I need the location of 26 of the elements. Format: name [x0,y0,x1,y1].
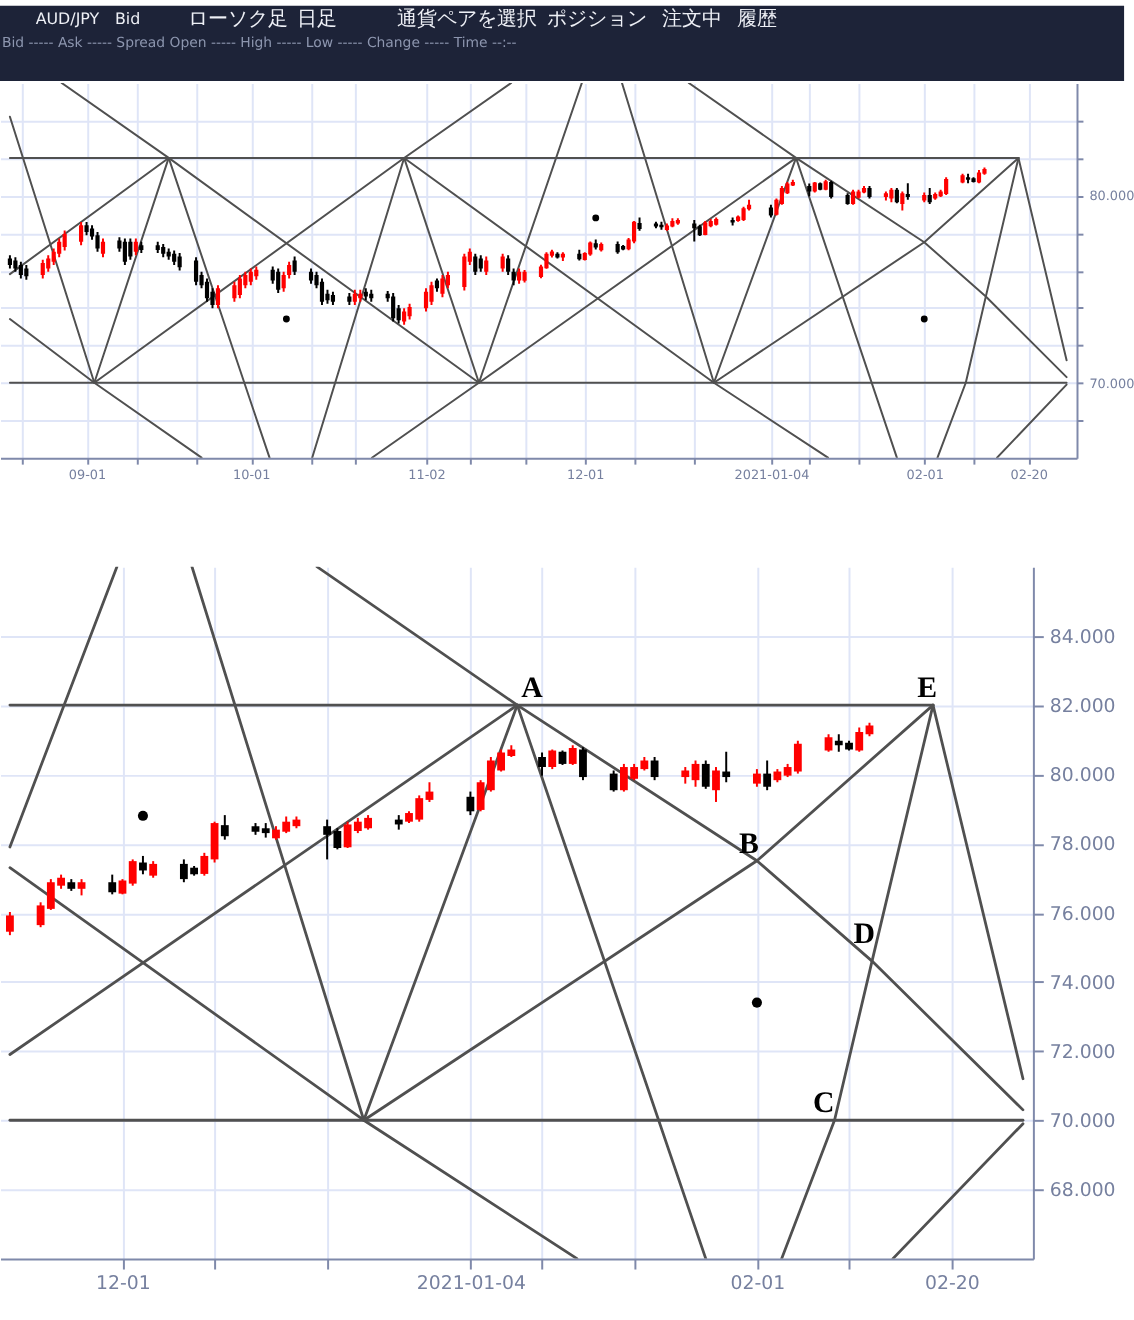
annotation: B [739,828,760,861]
text: 日足 [297,9,338,32]
x-tick-label: 02-20 [925,1273,980,1296]
x-tick-label: 02-01 [730,1273,786,1296]
annotation: E [917,673,938,706]
annotation: A [521,673,544,706]
text: 通貨ペアを選択 [396,7,537,32]
annotation: D [853,919,875,952]
text: 履歴 [737,9,778,32]
y-tick-label: 68.000 [1049,1180,1116,1203]
y-tick-label: 78.000 [1049,834,1116,857]
y-tick-label: 74.000 [1049,972,1116,995]
y-tick-label: 76.000 [1049,903,1116,926]
y-tick-label: 80.000 [1049,765,1116,788]
y-tick-label: 82.000 [1049,696,1116,719]
text: ローソク足 [188,9,289,32]
x-tick-label: 12-01 [96,1273,151,1296]
y-tick-label: 72.000 [1049,1041,1116,1064]
text: AUD/JPY [35,9,100,28]
text: 注文中 [662,7,723,32]
y-tick-label: 70.000 [1049,1111,1116,1134]
text: Bid [114,9,141,28]
y-tick-label: 84.000 [1049,626,1116,649]
text: ポジション [547,9,648,32]
annotation: C [813,1088,835,1121]
x-tick-label: 2021-01-04 [416,1273,527,1296]
